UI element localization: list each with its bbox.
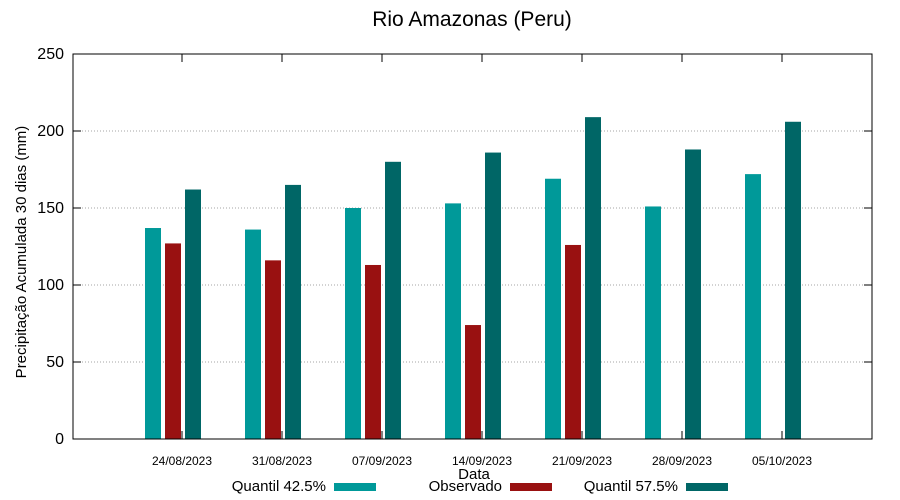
x-tick-label: 21/09/2023: [552, 454, 612, 468]
x-tick-label: 28/09/2023: [652, 454, 712, 468]
legend-swatch: [686, 483, 728, 491]
bars: [145, 117, 801, 440]
bar-quantil-57-5--31/08/2023: [285, 184, 301, 439]
legend-label: Observado: [429, 478, 502, 495]
bar-quantil-57-5--07/09/2023: [385, 161, 401, 440]
bar-quantil-57-5--05/10/2023: [785, 121, 801, 439]
chart-title: Rio Amazonas (Peru): [372, 8, 572, 31]
x-tick-label: 31/08/2023: [252, 454, 312, 468]
bar-quantil-57-5--14/09/2023: [485, 152, 501, 439]
bar-observado-14/09/2023: [465, 325, 481, 439]
bar-quantil-57-5--24/08/2023: [185, 189, 201, 439]
bar-quantil-42-5--05/10/2023: [745, 174, 761, 439]
bar-quantil-57-5--28/09/2023: [685, 149, 701, 440]
bar-quantil-42-5--07/09/2023: [345, 208, 361, 439]
y-tick-label: 250: [37, 46, 64, 63]
y-tick-label: 150: [37, 200, 64, 217]
bar-observado-31/08/2023: [265, 260, 281, 439]
plot-frame: [72, 53, 873, 440]
y-ticks: 0 50 100 150 200 250: [37, 46, 872, 448]
x-tick-label: 07/09/2023: [352, 454, 412, 468]
bar-quantil-42-5--21/09/2023: [545, 178, 561, 440]
y-tick-label: 50: [46, 354, 64, 371]
bar-observado-07/09/2023: [365, 264, 381, 439]
legend-swatch: [510, 483, 552, 491]
legend-label: Quantil 42.5%: [232, 478, 326, 495]
x-tick-label: 24/08/2023: [152, 454, 212, 468]
legend-swatch: [334, 483, 376, 491]
y-tick-label: 200: [37, 123, 64, 140]
y-tick-label: 0: [55, 431, 64, 448]
bar-quantil-42-5--28/09/2023: [645, 206, 661, 439]
x-tick-label: 14/09/2023: [452, 454, 512, 468]
bar-quantil-57-5--21/09/2023: [585, 117, 601, 439]
bar-quantil-42-5--31/08/2023: [245, 229, 261, 439]
bar-quantil-42-5--14/09/2023: [445, 203, 461, 439]
bar-observado-24/08/2023: [165, 243, 181, 439]
y-tick-label: 100: [37, 277, 64, 294]
legend: Quantil 42.5% Observado Quantil 57.5%: [232, 478, 728, 495]
bar-quantil-42-5--24/08/2023: [145, 228, 161, 439]
bar-observado-21/09/2023: [565, 244, 581, 439]
x-tick-label: 05/10/2023: [752, 454, 812, 468]
y-axis-label: Precipitação Acumulada 30 dias (mm): [13, 126, 30, 379]
legend-label: Quantil 57.5%: [584, 478, 678, 495]
x-ticks: 24/08/2023 31/08/2023 07/09/2023 14/09/2023…: [152, 54, 812, 468]
x-axis-label: Data: [458, 466, 490, 483]
